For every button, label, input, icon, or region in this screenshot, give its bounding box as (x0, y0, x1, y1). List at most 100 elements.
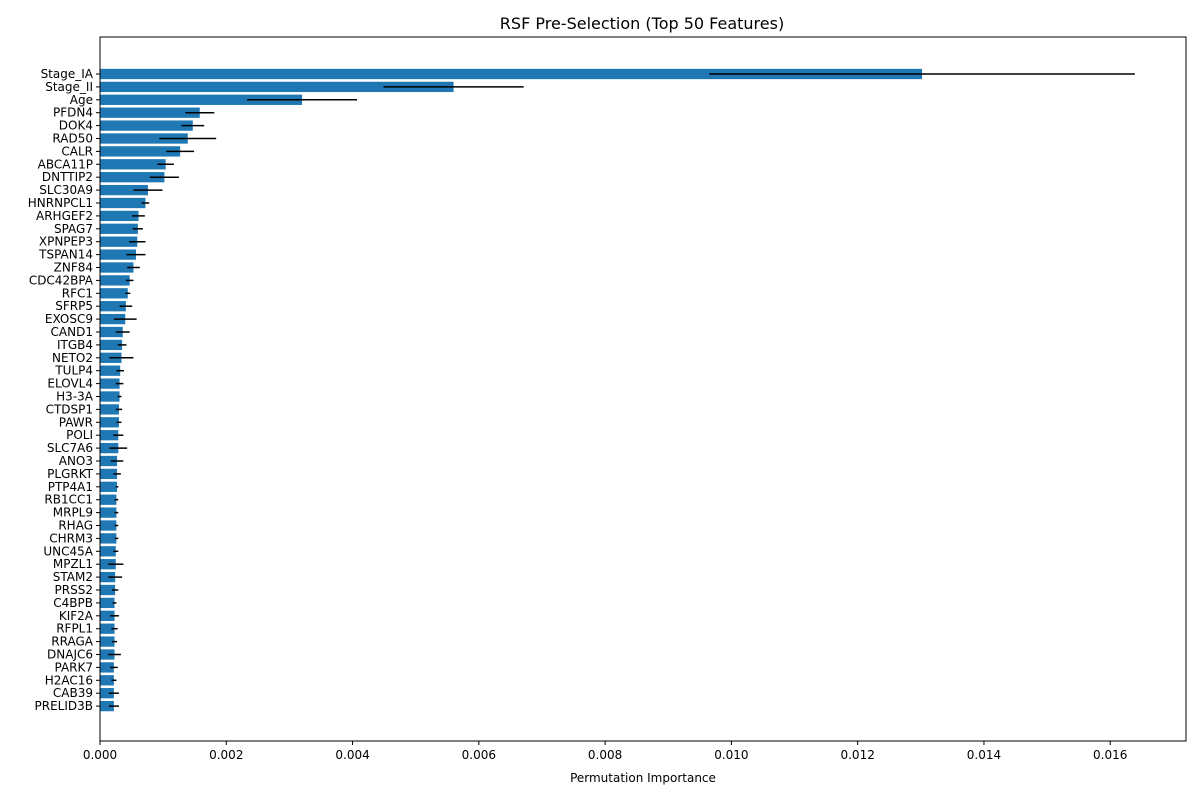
y-tick-label: PAWR (59, 415, 93, 429)
bar (100, 68, 923, 80)
y-tick-label: Stage_IA (41, 67, 94, 81)
y-tick-label: DNAJC6 (47, 648, 93, 662)
bar (100, 249, 136, 260)
bar (100, 326, 123, 338)
bar (100, 133, 188, 144)
bar (100, 378, 120, 389)
bar (100, 81, 454, 93)
y-tick-label: RRAGA (51, 635, 93, 649)
bar (100, 275, 130, 286)
y-tick-label: C4BPB (53, 596, 93, 610)
x-tick-label: 0.004 (335, 748, 369, 762)
y-tick-label: ANO3 (59, 454, 93, 468)
y-tick-label: PARK7 (54, 660, 93, 674)
bar (100, 404, 119, 415)
y-tick-label: EXOSC9 (45, 312, 93, 326)
y-tick-label: RFPL1 (56, 622, 93, 636)
bar (100, 520, 117, 531)
y-tick-label: POLI (66, 428, 93, 442)
y-tick-label: ARHGEF2 (36, 209, 93, 223)
y-tick-label: CAND1 (51, 325, 93, 339)
bar (100, 584, 116, 596)
bar (100, 159, 166, 170)
y-tick-label: Age (70, 93, 93, 107)
bar (100, 559, 116, 570)
bar (100, 571, 116, 583)
y-tick-label: UNC45A (43, 544, 93, 558)
bar (100, 430, 119, 441)
y-tick-label: SPAG7 (54, 222, 93, 236)
y-axis-ticks: Stage_IAStage_IIAgePFDN4DOK4RAD50CALRABC… (28, 67, 100, 713)
y-tick-label: RAD50 (52, 132, 93, 146)
chart-title: RSF Pre-Selection (Top 50 Features) (500, 14, 784, 33)
y-tick-label: HNRNPCL1 (28, 196, 93, 210)
bar (100, 675, 114, 686)
y-tick-label: XPNPEP3 (39, 235, 93, 249)
bar (100, 365, 121, 376)
y-tick-label: PRELID3B (35, 699, 94, 713)
bar (100, 184, 148, 196)
bar (100, 623, 115, 634)
bar (100, 301, 126, 312)
y-tick-label: PFDN4 (53, 106, 93, 120)
bar (100, 533, 117, 544)
y-tick-label: ELOVL4 (47, 377, 93, 391)
y-tick-label: SFRP5 (55, 299, 93, 313)
x-tick-label: 0.010 (714, 748, 748, 762)
x-axis-label: Permutation Importance (570, 771, 716, 785)
y-tick-label: SLC30A9 (39, 183, 93, 197)
x-axis-ticks: 0.000 0.002 0.004 0.006 0.008 0.010 0.012 0.014… (83, 741, 1127, 762)
y-tick-label: PTP4A1 (48, 480, 93, 494)
x-tick-label: 0.008 (588, 748, 622, 762)
y-tick-label: MRPL9 (53, 506, 93, 520)
y-tick-label: STAM2 (53, 570, 93, 584)
bar (100, 700, 114, 712)
bar (100, 507, 117, 518)
y-tick-label: RB1CC1 (44, 493, 93, 507)
bar (100, 662, 114, 673)
y-tick-label: CTDSP1 (46, 402, 93, 416)
y-tick-label: ABCA11P (38, 157, 93, 171)
x-tick-label: 0.014 (967, 748, 1001, 762)
bar (100, 546, 116, 557)
bar (100, 313, 126, 325)
bar (100, 262, 134, 273)
y-tick-label: PLGRKT (47, 467, 93, 481)
x-tick-label: 0.002 (209, 748, 243, 762)
bar (100, 94, 303, 105)
y-tick-label: ITGB4 (57, 338, 93, 352)
bar (100, 610, 115, 621)
bar (100, 197, 146, 209)
x-tick-label: 0.006 (462, 748, 496, 762)
y-tick-label: CAB39 (53, 686, 93, 700)
y-tick-label: TULP4 (54, 364, 93, 378)
bar (100, 688, 114, 699)
bar (100, 597, 115, 609)
y-tick-label: NETO2 (52, 351, 93, 365)
bar (100, 636, 115, 647)
bar (100, 468, 118, 480)
bar (100, 481, 118, 492)
bar (100, 107, 200, 118)
y-tick-label: ZNF84 (54, 261, 93, 275)
y-tick-label: CALR (61, 144, 93, 158)
y-tick-label: RFC1 (62, 286, 93, 300)
y-tick-label: CDC42BPA (29, 273, 94, 287)
bars-group (100, 68, 923, 712)
y-tick-label: Stage_II (45, 80, 93, 94)
bar (100, 120, 193, 131)
y-tick-label: RHAG (58, 519, 93, 533)
bar (100, 223, 138, 234)
y-tick-label: CHRM3 (49, 531, 93, 545)
y-tick-label: KIF2A (59, 609, 94, 623)
bar (100, 455, 118, 467)
y-tick-label: SLC7A6 (47, 441, 93, 455)
x-tick-label: 0.016 (1093, 748, 1127, 762)
bar (100, 649, 115, 660)
bar (100, 288, 128, 299)
y-tick-label: TSPAN14 (38, 248, 93, 262)
x-tick-label: 0.000 (83, 748, 117, 762)
x-tick-label: 0.012 (840, 748, 874, 762)
